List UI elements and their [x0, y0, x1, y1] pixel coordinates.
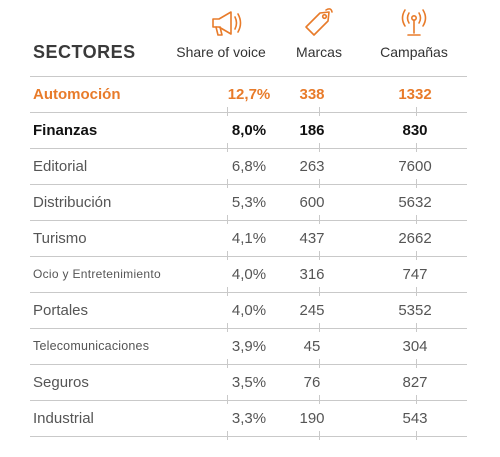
brands-value: 76: [303, 374, 321, 391]
megaphone-icon: [207, 6, 247, 40]
table-row: Seguros 3,5% 76 827: [30, 365, 467, 404]
column-tick: [319, 107, 320, 116]
share-value: 5,3%: [231, 194, 267, 211]
column-tick: [227, 107, 228, 116]
sector-name: Industrial: [33, 410, 94, 427]
share-value: 4,1%: [231, 230, 267, 247]
table-row: Editorial 6,8% 263 7600: [30, 149, 467, 188]
sector-name: Seguros: [33, 374, 89, 391]
share-value: 12,7%: [227, 86, 271, 103]
column-tick: [319, 251, 320, 260]
column-tick: [416, 107, 417, 116]
share-value: 8,0%: [231, 122, 267, 139]
campaigns-value: 827: [402, 374, 428, 391]
column-tick: [416, 359, 417, 368]
column-tick: [416, 323, 417, 332]
brands-value: 338: [299, 86, 325, 103]
sector-name: Ocio y Entretenimiento: [33, 267, 161, 281]
sector-name: Finanzas: [33, 122, 98, 139]
column-tick: [416, 179, 417, 188]
column-tick: [227, 395, 228, 404]
sector-name: Editorial: [33, 158, 88, 175]
campaigns-value: 543: [402, 410, 428, 427]
column-tick: [319, 179, 320, 188]
column-tick: [319, 143, 320, 152]
column-tick: [416, 395, 417, 404]
share-value: 3,5%: [231, 374, 267, 391]
brands-value: 263: [299, 158, 325, 175]
table-row: Turismo 4,1% 437 2662: [30, 221, 467, 260]
table-row: Automoción 12,7% 338 1332: [30, 77, 467, 116]
column-tick: [227, 323, 228, 332]
sector-name: Automoción: [33, 86, 121, 103]
brands-value: 316: [299, 266, 325, 283]
share-value: 4,0%: [231, 266, 267, 283]
sector-name: Turismo: [33, 230, 87, 247]
antenna-icon: [394, 6, 434, 40]
column-tick: [416, 143, 417, 152]
share-value: 6,8%: [231, 158, 267, 175]
column-tick: [319, 359, 320, 368]
price-tag-icon: [298, 6, 338, 40]
table-row: Portales 4,0% 245 5352: [30, 293, 467, 332]
share-of-voice-header: Share of voice: [176, 44, 266, 60]
column-tick: [319, 431, 320, 440]
brands-value: 45: [303, 338, 321, 355]
brands-value: 186: [299, 122, 325, 139]
table-row: Distribución 5,3% 600 5632: [30, 185, 467, 224]
campaigns-value: 2662: [398, 230, 432, 247]
sector-name: Telecomunicaciones: [33, 339, 150, 353]
column-tick: [319, 395, 320, 404]
brands-value: 600: [299, 194, 325, 211]
campaigns-value: 5352: [398, 302, 432, 319]
column-tick: [227, 251, 228, 260]
share-value: 3,3%: [231, 410, 267, 427]
column-tick: [416, 287, 417, 296]
campaigns-value: 747: [402, 266, 428, 283]
table-row: Ocio y Entretenimiento 4,0% 316 747: [30, 257, 467, 296]
table-row: Telecomunicaciones 3,9% 45 304: [30, 329, 467, 368]
sector-name: Portales: [33, 302, 89, 319]
table-row: Finanzas 8,0% 186 830: [30, 113, 467, 152]
column-tick: [227, 179, 228, 188]
header-divider: [30, 76, 467, 77]
campaigns-header: Campañas: [380, 44, 448, 60]
campaigns-value: 304: [402, 338, 428, 355]
campaigns-value: 7600: [398, 158, 432, 175]
brands-value: 190: [299, 410, 325, 427]
column-tick: [227, 359, 228, 368]
sectors-header: SECTORES: [33, 42, 136, 62]
table-row: Industrial 3,3% 190 543: [30, 401, 467, 440]
column-tick: [319, 287, 320, 296]
share-value: 3,9%: [231, 338, 267, 355]
campaigns-value: 830: [402, 122, 428, 139]
column-tick: [416, 431, 417, 440]
column-tick: [227, 143, 228, 152]
brands-header: Marcas: [296, 44, 342, 60]
share-value: 4,0%: [231, 302, 267, 319]
brands-value: 437: [299, 230, 325, 247]
column-tick: [319, 323, 320, 332]
column-tick: [319, 215, 320, 224]
campaigns-value: 5632: [398, 194, 432, 211]
column-tick: [227, 431, 228, 440]
column-tick: [416, 251, 417, 260]
column-tick: [416, 215, 417, 224]
column-tick: [227, 215, 228, 224]
column-tick: [227, 287, 228, 296]
campaigns-value: 1332: [398, 86, 432, 103]
brands-value: 245: [299, 302, 325, 319]
sector-name: Distribución: [33, 194, 112, 211]
